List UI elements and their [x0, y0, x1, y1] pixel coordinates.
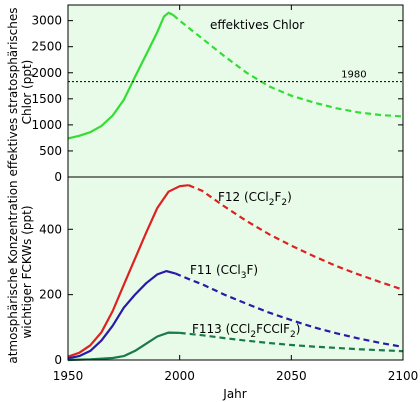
reference-line-label: 1980 — [341, 70, 366, 81]
cfc-y-axis-title-line2: wichtiger FCKWs (ppt) — [20, 205, 34, 338]
series-label-effektives-chlor: effektives Chlor — [210, 18, 304, 32]
x-tick-label: 2100 — [388, 369, 419, 383]
series-line-projected-0-0 — [172, 14, 404, 118]
chlorine-plot-background — [68, 5, 403, 177]
x-axis-title: Jahr — [222, 387, 246, 401]
series-line-observed-1-2 — [67, 331, 180, 362]
y-tick-label: 200 — [39, 288, 62, 302]
y-tick-label: 1500 — [31, 92, 62, 106]
series-line-observed-1-1 — [67, 270, 176, 360]
series-label-f11: F11 (CCl3F) — [190, 263, 258, 281]
series-line-projected-1-2 — [179, 331, 404, 353]
cfc-plot-background — [68, 177, 403, 360]
chlorine-y-axis-title-line1: effektives stratosphärisches — [6, 7, 20, 176]
y-tick-label: 400 — [39, 222, 62, 236]
y-tick-label: 2500 — [31, 40, 62, 54]
series-line-observed-0-0 — [67, 11, 174, 140]
x-tick-label: 2050 — [276, 369, 307, 383]
cfc-y-axis-title-line1: atmosphärische Konzentration — [6, 180, 20, 363]
series-line-projected-1-0 — [188, 184, 404, 291]
chlorine-panel: 1980 effektives Chlor 0 500 1000 1500 2000 25… — [6, 4, 404, 184]
series-label-f12: F12 (CCl2F2) — [218, 190, 292, 208]
series-line-observed-1-0 — [67, 184, 189, 358]
y-tick-label: 0 — [54, 170, 62, 184]
series-label-f113: F113 (CCl2FCClF2) — [192, 322, 300, 340]
cfc-plot-frame — [67, 176, 404, 361]
cfc-panel: F12 (CCl2F2) F11 (CCl3F) F113 (CCl2FCClF… — [6, 5, 418, 401]
y-tick-label: 1000 — [31, 118, 62, 132]
chlorine-y-axis-title-line2: Chlor (ppt) — [20, 60, 34, 125]
y-tick-label: 500 — [39, 144, 62, 158]
x-tick-label: 2000 — [164, 369, 195, 383]
x-tick-label: 1950 — [53, 369, 84, 383]
y-tick-label: 3000 — [31, 14, 62, 28]
y-tick-label: 2000 — [31, 66, 62, 80]
series-line-projected-1-1 — [174, 272, 404, 348]
y-tick-label: 0 — [54, 353, 62, 367]
